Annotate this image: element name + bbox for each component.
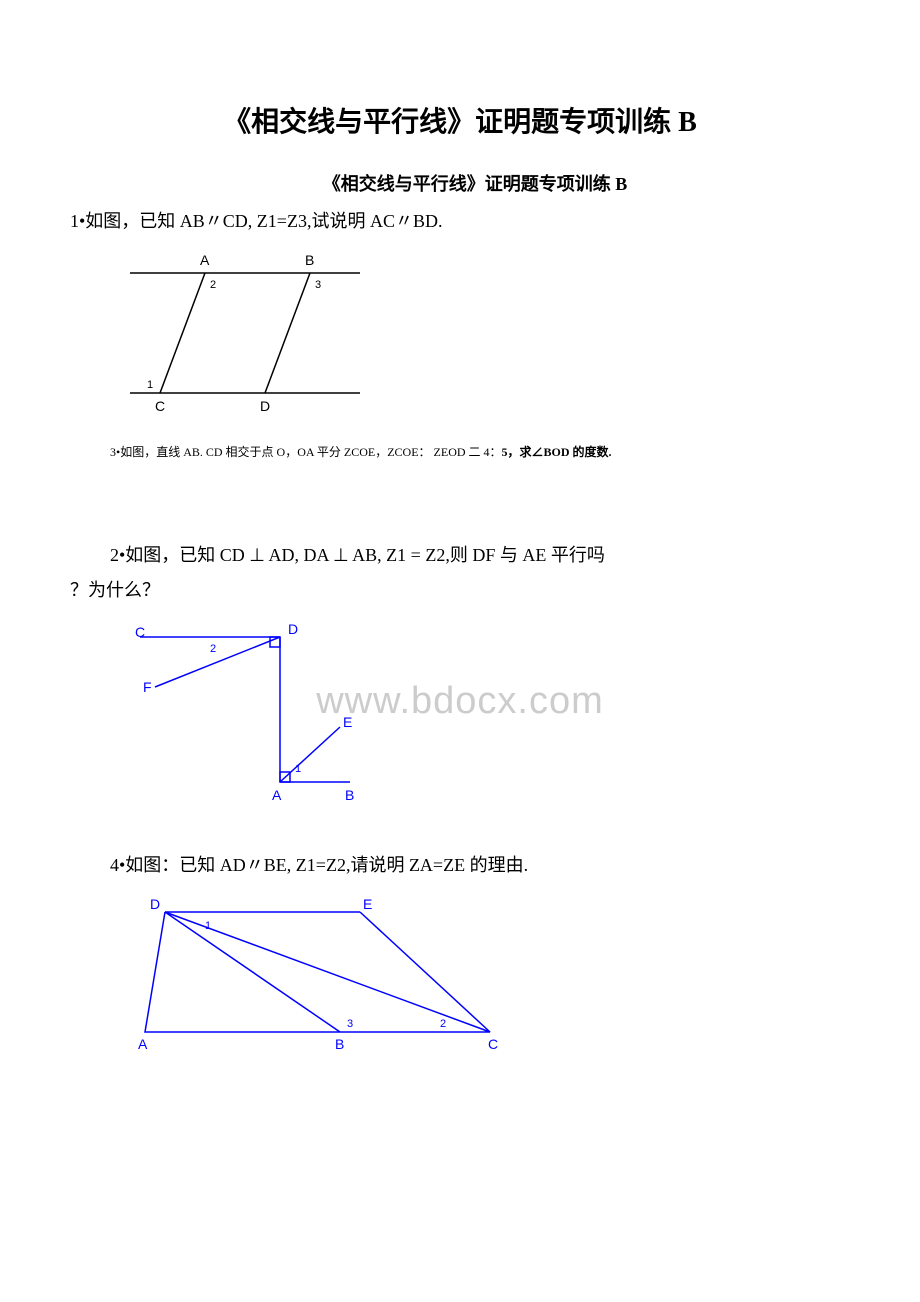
figure-4: D E A B C 1 2 3 [110,887,850,1057]
label-b4: B [335,1036,344,1052]
subtitle: 《相交线与平行线》证明题专项训练 B [100,170,850,196]
label-n2-4: 2 [440,1018,446,1030]
problem-3-text: 3•如图，直线 AB. CD 相交于点 O，OA 平分 ZCOE，ZCOE： Z… [110,443,850,462]
problem-4-text: 4•如图：已知 AD〃BE, Z1=Z2,请说明 ZA=ZE 的理由. [110,852,850,879]
label-e4: E [363,896,372,912]
label-3: 3 [315,279,321,291]
label-2: 2 [210,279,216,291]
label-a2: A [272,787,282,803]
problem-2-text-l1: 2•如图，已知 CD ⊥ AD, DA ⊥ AB, Z1 = Z2,则 DF 与… [110,542,850,569]
label-n3-4: 3 [347,1018,353,1030]
label-d2: D [288,621,298,637]
label-a: A [200,252,210,268]
label-c4: C [488,1036,498,1052]
label-d4: D [150,896,160,912]
main-title: 《相交线与平行线》证明题专项训练 B [70,100,850,140]
label-b: B [305,252,314,268]
label-n2-2: 2 [210,643,216,655]
label-c2: C [135,624,145,640]
label-a4: A [138,1036,148,1052]
figure-1: A B C D 1 2 3 [110,243,850,418]
label-c: C [155,398,165,414]
label-b2: B [345,787,354,803]
label-n1-4: 1 [205,920,211,932]
label-1: 1 [147,379,153,391]
problem-1-text: 1•如图，已知 AB〃CD, Z1=Z3,试说明 AC〃BD. [70,208,850,235]
label-f2: F [143,679,152,695]
label-e2: E [343,714,352,730]
figure-2: C D F E A B 2 1 [110,612,850,812]
problem-2-text-l2: ？为什么？ [70,577,850,604]
label-d: D [260,398,270,414]
label-n1-2: 1 [295,763,301,775]
